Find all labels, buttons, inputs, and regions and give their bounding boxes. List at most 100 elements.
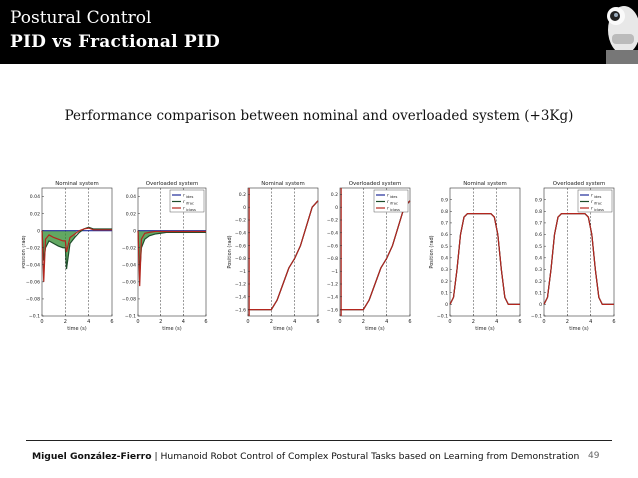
footer-rule — [26, 440, 612, 441]
y-tick-label: 0.2 — [535, 279, 542, 285]
legend-entry-sub: ifrac — [594, 201, 602, 205]
y-tick-label: −0.4 — [235, 231, 246, 237]
x-tick-label: 6 — [110, 319, 113, 325]
y-axis-label: Position (rad) — [227, 235, 233, 268]
y-tick-label: −0.1 — [29, 314, 40, 320]
legend-entry-sub: iclass — [186, 208, 196, 212]
y-tick-label: −1.4 — [235, 295, 246, 301]
y-tick-label: 0.5 — [441, 244, 448, 250]
x-tick-label: 4 — [182, 319, 185, 325]
y-tick-label: 0.4 — [535, 256, 542, 262]
y-tick-label: 0.8 — [441, 209, 448, 215]
x-tick-label: 0 — [40, 319, 43, 325]
y-tick-label: −0.1 — [437, 314, 448, 320]
legend-entry-sub: ifrac — [390, 201, 398, 205]
series-line-fpid — [137, 230, 206, 287]
x-tick-label: 0 — [136, 319, 139, 325]
page-number: 49 — [588, 451, 600, 461]
series-line-fpid — [248, 200, 319, 311]
chart-title: Overloaded system — [146, 181, 198, 187]
transient-area — [42, 230, 77, 270]
y-tick-label: −0.6 — [235, 243, 246, 249]
x-tick-label: 6 — [316, 319, 319, 325]
x-tick-label: 2 — [472, 319, 475, 325]
plot-frame — [247, 187, 319, 317]
y-tick-label: 0.8 — [535, 209, 542, 215]
x-tick-label: 6 — [408, 319, 411, 325]
x-tick-label: 6 — [518, 319, 521, 325]
y-tick-label: 0.3 — [441, 267, 448, 273]
y-tick-label: 0.9 — [441, 197, 448, 203]
series-line-fpid — [41, 227, 112, 282]
comparison-figures: Nominal system 0 2 4 6 0.04 0.02 0 −0.02 −0.04 −0.… — [22, 181, 616, 332]
chart-title: Nominal system — [55, 181, 99, 187]
legend-entry: r — [591, 199, 594, 205]
x-axis-label: time (s) — [569, 326, 588, 332]
y-tick-label: −1.6 — [327, 307, 338, 313]
x-tick-label: 2 — [270, 319, 273, 325]
chart-title: Overloaded system — [553, 181, 605, 187]
legend-entry-sub: ides — [390, 195, 397, 199]
legend-entry-sub: ides — [594, 195, 601, 199]
footer-separator: | — [154, 451, 158, 462]
y-tick-label: −0.8 — [235, 256, 246, 262]
y-tick-label: 0 — [243, 205, 246, 211]
y-tick-label: −0.02 — [26, 245, 40, 251]
y-tick-label: 0 — [335, 205, 338, 211]
y-tick-label: 0.4 — [441, 256, 448, 262]
x-tick-label: 2 — [64, 319, 67, 325]
legend-entry-sub: iclass — [594, 208, 604, 212]
y-tick-label: −0.08 — [122, 297, 136, 303]
y-tick-label: 0.04 — [30, 194, 40, 200]
slide-footer: Miguel González-Fierro | Humanoid Robot … — [32, 451, 579, 462]
y-tick-label: −0.2 — [235, 218, 246, 224]
x-tick-label: 4 — [293, 319, 296, 325]
slide-header: Postural Control PID vs Fractional PID — [0, 0, 638, 64]
x-tick-label: 6 — [612, 319, 615, 325]
y-axis-label: Position (rad) — [22, 235, 27, 268]
x-tick-label: 4 — [87, 319, 90, 325]
x-axis-label: time (s) — [475, 326, 494, 332]
slide-subtitle: Performance comparison between nominal a… — [64, 108, 574, 124]
y-tick-label: 0 — [37, 228, 40, 234]
transient-area — [138, 230, 172, 274]
footer-title: Humanoid Robot Control of Complex Postur… — [160, 451, 580, 462]
y-tick-label: −1.2 — [327, 282, 338, 288]
legend-entry-sub: ifrac — [186, 201, 194, 205]
legend-entry: r — [591, 206, 594, 212]
y-tick-label: 0.3 — [535, 267, 542, 273]
y-tick-label: 0 — [445, 302, 448, 308]
x-tick-label: 2 — [362, 319, 365, 325]
y-tick-label: −0.06 — [122, 280, 136, 286]
x-tick-label: 0 — [246, 319, 249, 325]
legend-entry: r — [387, 206, 390, 212]
y-tick-label: 0.7 — [535, 221, 542, 227]
series-line-fpid — [449, 213, 520, 305]
x-axis-label: time (s) — [162, 326, 181, 332]
series-line-fpid — [340, 200, 411, 311]
y-tick-label: 0.2 — [331, 192, 338, 198]
x-axis-label: time (s) — [273, 326, 292, 332]
y-tick-label: −1.6 — [235, 307, 246, 313]
x-tick-label: 0 — [542, 319, 545, 325]
y-tick-label: −0.1 — [531, 314, 542, 320]
y-tick-label: −0.4 — [327, 231, 338, 237]
y-axis-label: Position (rad) — [429, 235, 435, 268]
x-tick-label: 6 — [204, 319, 207, 325]
x-tick-label: 4 — [589, 319, 592, 325]
legend-entry-sub: iclass — [390, 208, 400, 212]
legend-entry: r — [387, 193, 390, 199]
y-tick-label: −0.08 — [26, 297, 40, 303]
legend-entry-sub: ides — [186, 195, 193, 199]
y-tick-label: 0.02 — [126, 211, 136, 217]
x-tick-label: 0 — [448, 319, 451, 325]
chart-title: Nominal system — [463, 181, 507, 187]
y-tick-label: −0.02 — [122, 245, 136, 251]
slide-title-line2: PID vs Fractional PID — [10, 32, 220, 52]
y-tick-label: −1.4 — [327, 295, 338, 301]
y-tick-label: 0.1 — [441, 290, 448, 296]
y-tick-label: 0.04 — [126, 194, 136, 200]
y-tick-label: 0.1 — [535, 290, 542, 296]
footer-author: Miguel González-Fierro — [32, 451, 152, 462]
x-tick-label: 4 — [495, 319, 498, 325]
